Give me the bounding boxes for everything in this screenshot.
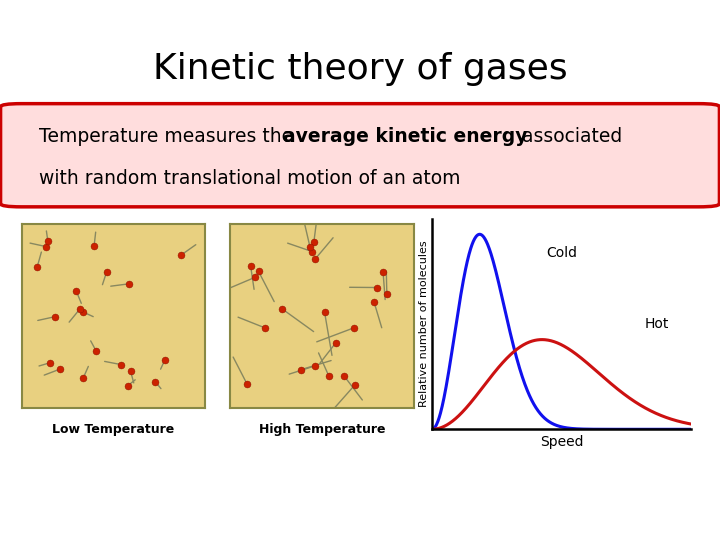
Text: with random translational motion of an atom: with random translational motion of an a… <box>39 169 460 188</box>
Text: associated: associated <box>516 127 623 146</box>
Text: High Temperature: High Temperature <box>259 423 385 436</box>
Text: Kinetic theory of gases: Kinetic theory of gases <box>153 52 567 86</box>
X-axis label: Speed: Speed <box>540 435 583 449</box>
Text: Hot: Hot <box>644 317 669 331</box>
Text: Low Temperature: Low Temperature <box>53 423 174 436</box>
Text: average kinetic energy: average kinetic energy <box>282 127 527 146</box>
FancyBboxPatch shape <box>1 104 719 207</box>
Text: Cold: Cold <box>546 246 577 260</box>
Y-axis label: Relative number of molecules: Relative number of molecules <box>419 241 429 407</box>
Text: Temperature measures the: Temperature measures the <box>39 127 299 146</box>
